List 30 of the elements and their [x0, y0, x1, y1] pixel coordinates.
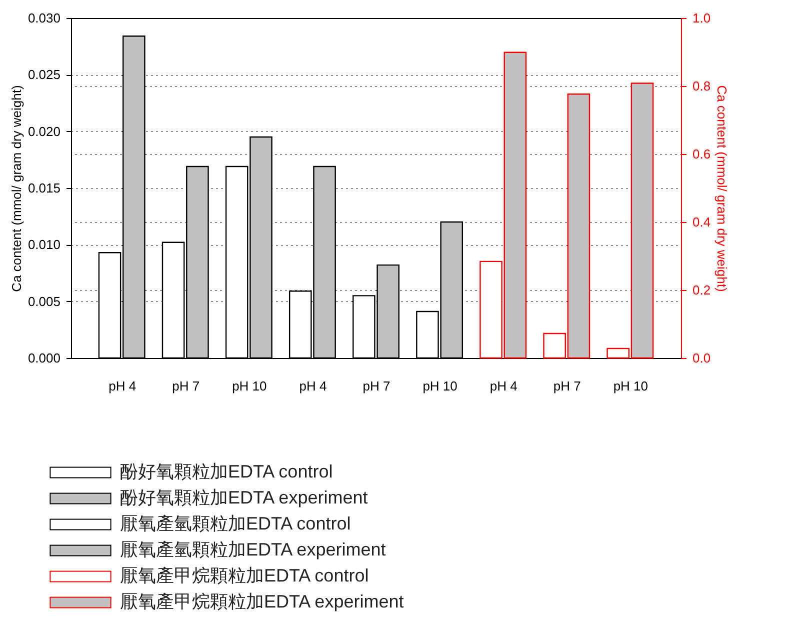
y2-tick-label: 0.2	[692, 282, 711, 298]
legend-label: 酚好氧顆粒加EDTA control	[120, 462, 333, 482]
legend-label: 厭氧產甲烷顆粒加EDTA experiment	[120, 592, 404, 612]
y2-tick-label: 0.6	[692, 146, 711, 162]
y-tick-label: 0.030	[28, 10, 60, 26]
x-tick-label: pH 7	[362, 378, 390, 394]
y2-tick-label: 0.0	[692, 350, 711, 366]
y2-axis-title: Ca content (mmol/ gram dry weight)	[714, 85, 730, 292]
x-tick-label: pH 7	[172, 378, 200, 394]
x-tick-label: pH 4	[490, 378, 518, 394]
x-tick-label: pH 10	[422, 378, 458, 394]
x-tick-label: pH 10	[232, 378, 267, 394]
y-tick-label: 0.020	[28, 124, 60, 139]
x-tick-label: pH 7	[553, 378, 581, 394]
y2-tick-label: 0.8	[692, 78, 711, 94]
legend-label: 酚好氧顆粒加EDTA experiment	[120, 488, 368, 508]
x-tick-label: pH 10	[613, 378, 648, 394]
y2-tick-label: 0.4	[692, 214, 711, 230]
legend-label: 厭氧產甲烷顆粒加EDTA control	[120, 566, 369, 586]
y-tick-label: 0.010	[28, 237, 60, 252]
legend-label: 厭氧產氫顆粒加EDTA experiment	[120, 540, 386, 560]
legend-label: 厭氧產氫顆粒加EDTA control	[120, 514, 351, 534]
y-tick-label: 0.005	[28, 294, 60, 309]
y-axis-title: Ca content (mmol/ gram dry weight)	[8, 85, 24, 292]
x-tick-label: pH 4	[299, 378, 327, 394]
y-tick-label: 0.000	[28, 350, 60, 366]
y-tick-label: 0.015	[28, 180, 60, 196]
y2-tick-label: 1.0	[692, 10, 711, 26]
x-tick-label: pH 4	[108, 378, 136, 394]
y-tick-label: 0.025	[28, 67, 60, 82]
